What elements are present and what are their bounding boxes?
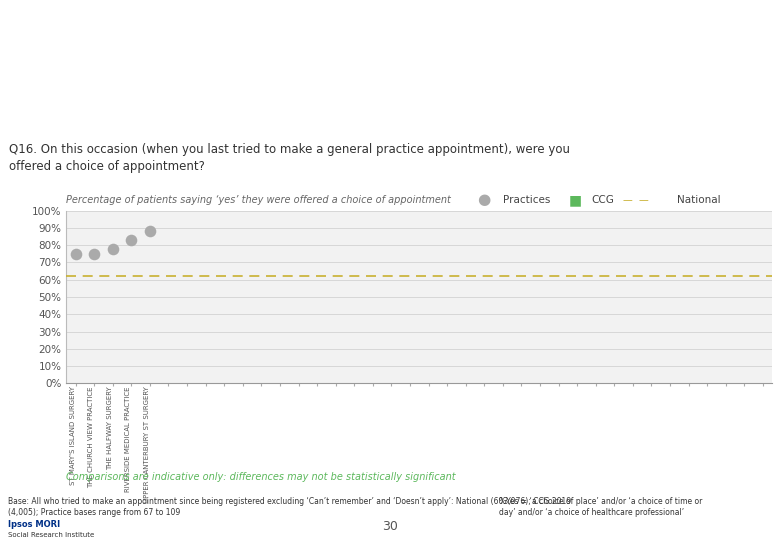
Text: CCG: CCG xyxy=(591,195,614,205)
Point xyxy=(88,249,101,258)
Point xyxy=(144,227,156,235)
Text: Q16. On this occasion (when you last tried to make a general practice appointmen: Q16. On this occasion (when you last tri… xyxy=(9,143,570,173)
Point xyxy=(107,244,119,253)
Text: ●: ● xyxy=(477,192,490,207)
Text: RIVERSIDE MEDICAL PRACTICE: RIVERSIDE MEDICAL PRACTICE xyxy=(126,386,131,491)
Text: —  —: — — xyxy=(622,195,649,205)
Text: Social Research Institute: Social Research Institute xyxy=(8,531,94,538)
Text: ST MARY'S ISLAND SURGERY: ST MARY'S ISLAND SURGERY xyxy=(69,386,76,485)
Text: National: National xyxy=(677,195,721,205)
Text: Percentage of patients saying ‘yes’ they were offered a choice of appointment: Percentage of patients saying ‘yes’ they… xyxy=(66,195,451,205)
Point xyxy=(69,249,82,258)
Text: Comparisons are indicative only: differences may not be statistically significan: Comparisons are indicative only: differe… xyxy=(66,471,456,482)
Text: ■: ■ xyxy=(569,193,582,207)
Text: THE HALFWAY SURGERY: THE HALFWAY SURGERY xyxy=(107,386,113,470)
Text: UPPER CANTERBURY ST SURGERY: UPPER CANTERBURY ST SURGERY xyxy=(144,386,150,503)
Text: Ipsos MORI: Ipsos MORI xyxy=(8,521,60,529)
Text: THE CHURCH VIEW PRACTICE: THE CHURCH VIEW PRACTICE xyxy=(88,386,94,488)
Point xyxy=(125,235,137,244)
Text: Choice of appointment:
how the CCG’s practices compare: Choice of appointment: how the CCG’s pra… xyxy=(9,53,404,97)
Text: 30: 30 xyxy=(382,520,398,533)
Text: Practices: Practices xyxy=(503,195,551,205)
Text: %Yes = ‘a choice of place’ and/or ‘a choice of time or
day’ and/or ‘a choice of : %Yes = ‘a choice of place’ and/or ‘a cho… xyxy=(499,497,703,517)
Text: Base: All who tried to make an appointment since being registered excluding ‘Can: Base: All who tried to make an appointme… xyxy=(8,497,571,517)
